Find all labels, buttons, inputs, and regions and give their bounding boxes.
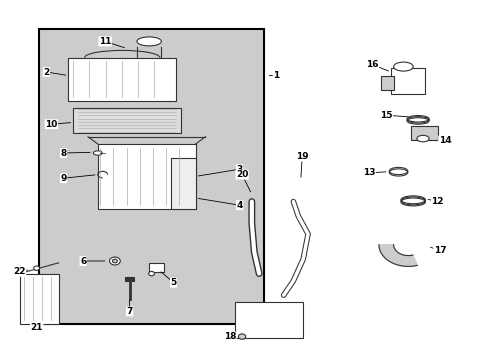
Text: 3: 3 (236, 165, 242, 174)
Bar (73, 108, 181, 133)
Bar (171, 158, 195, 209)
Ellipse shape (137, 37, 161, 46)
Text: 20: 20 (235, 170, 248, 179)
Ellipse shape (238, 334, 245, 339)
Text: 2: 2 (43, 68, 49, 77)
Bar (410, 126, 437, 140)
Bar (234, 302, 303, 338)
Text: 22: 22 (13, 267, 26, 276)
Ellipse shape (112, 259, 117, 263)
Bar (20, 274, 59, 324)
Text: 17: 17 (433, 246, 446, 255)
Text: 4: 4 (236, 201, 243, 210)
Text: 18: 18 (223, 332, 236, 341)
Text: 14: 14 (438, 136, 450, 145)
Text: 21: 21 (30, 323, 43, 332)
Bar (68, 58, 176, 101)
Text: 9: 9 (60, 174, 67, 183)
Text: 8: 8 (61, 149, 66, 158)
Bar (98, 144, 195, 209)
Text: 15: 15 (379, 111, 392, 120)
Text: 10: 10 (45, 120, 58, 129)
Ellipse shape (109, 257, 120, 265)
Bar (124, 277, 134, 281)
Ellipse shape (148, 271, 154, 276)
Text: 13: 13 (362, 168, 375, 177)
Ellipse shape (393, 62, 412, 71)
Text: 16: 16 (366, 60, 378, 69)
Polygon shape (378, 245, 417, 266)
Text: 1: 1 (273, 71, 279, 80)
Text: 6: 6 (80, 256, 86, 266)
Text: 11: 11 (99, 37, 111, 46)
Ellipse shape (34, 266, 40, 270)
Bar (390, 68, 425, 94)
Ellipse shape (416, 135, 428, 142)
Text: 7: 7 (126, 307, 133, 316)
Text: 12: 12 (430, 197, 443, 206)
Text: 5: 5 (170, 278, 176, 287)
Text: 19: 19 (295, 152, 308, 161)
Bar (381, 76, 393, 90)
Bar (39, 29, 264, 324)
Ellipse shape (93, 151, 102, 155)
Bar (149, 263, 163, 272)
